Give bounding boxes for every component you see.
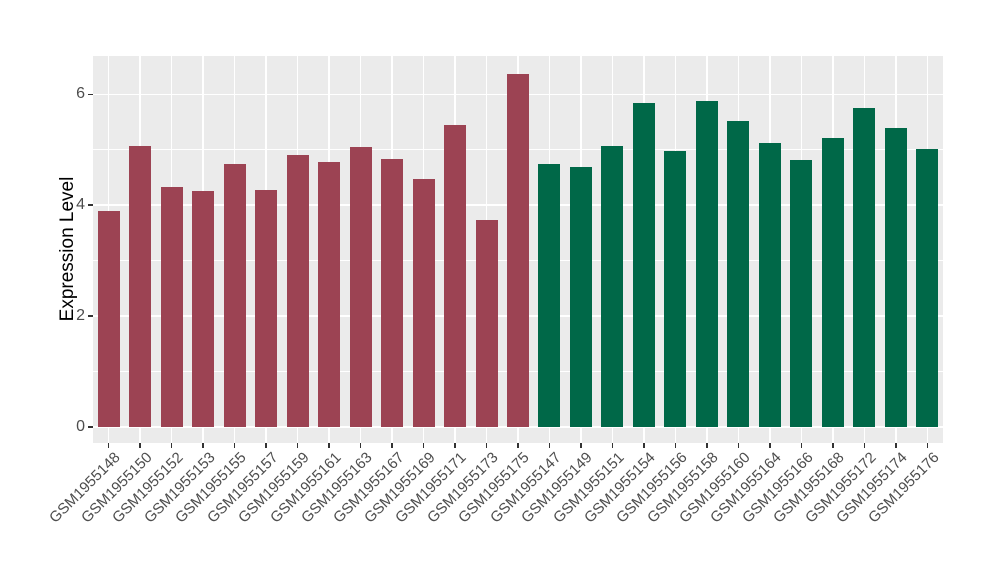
x-tick-mark: [391, 443, 393, 448]
bar-GSM1955157: [255, 189, 278, 427]
x-tick-mark: [895, 443, 897, 448]
bar-GSM1955168: [821, 138, 844, 427]
bar-GSM1955158: [695, 101, 718, 427]
bar-GSM1955147: [538, 164, 561, 427]
bar-GSM1955150: [129, 146, 152, 427]
bar-GSM1955167: [381, 159, 404, 427]
bar-GSM1955172: [853, 108, 876, 427]
bar-GSM1955169: [412, 179, 435, 427]
x-tick-mark: [359, 443, 362, 448]
x-tick-mark: [737, 443, 740, 448]
y-tick-label: 2: [76, 307, 85, 325]
plot-panel: [93, 56, 943, 443]
x-tick-mark: [674, 443, 677, 448]
x-tick-mark: [139, 443, 141, 448]
x-tick-mark: [170, 443, 173, 448]
bar-GSM1955163: [349, 147, 372, 427]
x-tick-mark: [485, 443, 488, 448]
bar-GSM1955176: [916, 149, 939, 427]
bar-GSM1955156: [664, 150, 687, 427]
x-axis: GSM1955148 GSM1955150 GSM1955152 GSM1955153…: [46, 443, 943, 580]
x-tick-mark: [926, 443, 928, 448]
x-tick-mark: [328, 443, 330, 448]
x-tick-mark: [611, 443, 614, 448]
bar-GSM1955166: [790, 160, 813, 427]
major-gridline: [93, 426, 943, 428]
bar-GSM1955153: [192, 191, 215, 427]
x-tick-mark: [800, 443, 803, 448]
x-tick-mark: [265, 443, 267, 448]
bar-GSM1955151: [601, 145, 624, 427]
y-tick-label: 6: [76, 85, 85, 103]
bar-GSM1955149: [569, 166, 592, 427]
bar-GSM1955160: [727, 120, 750, 427]
x-tick-mark: [202, 443, 204, 448]
x-tick-mark: [832, 443, 834, 448]
bar-GSM1955161: [318, 162, 341, 427]
x-tick-mark: [706, 443, 708, 448]
bar-GSM1955171: [444, 125, 467, 427]
x-tick-mark: [580, 443, 582, 448]
x-tick-mark: [422, 443, 425, 448]
x-tick-mark: [548, 443, 551, 448]
x-tick-mark: [517, 443, 519, 448]
y-tick-mark: [88, 315, 93, 317]
y-tick-label: 0: [76, 417, 85, 435]
bar-GSM1955175: [507, 73, 529, 427]
x-tick-mark: [107, 443, 110, 448]
x-tick-mark: [769, 443, 771, 448]
bar-GSM1955174: [884, 128, 907, 427]
bar-GSM1955164: [758, 143, 781, 427]
bar-GSM1955173: [475, 220, 498, 427]
x-tick-mark: [296, 443, 299, 448]
bar-GSM1955155: [223, 164, 246, 427]
y-tick-mark: [88, 204, 93, 206]
x-tick-mark: [454, 443, 456, 448]
bar-GSM1955148: [97, 210, 120, 427]
bar-GSM1955154: [632, 102, 655, 427]
x-tick-mark: [233, 443, 236, 448]
y-tick-mark: [88, 93, 93, 95]
x-tick-mark: [863, 443, 866, 448]
bar-GSM1955159: [286, 155, 309, 427]
y-tick-mark: [88, 426, 93, 428]
bar-GSM1955152: [160, 186, 183, 427]
x-tick-mark: [643, 443, 645, 448]
y-tick-label: 4: [76, 196, 85, 214]
